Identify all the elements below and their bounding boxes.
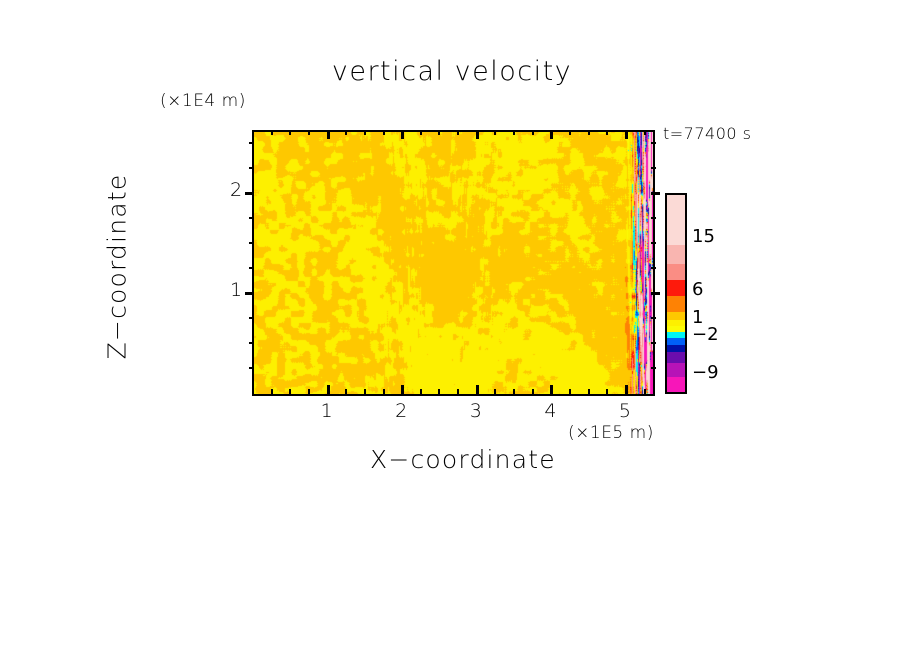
axis-tick — [457, 130, 459, 135]
axis-tick — [494, 389, 496, 394]
axis-tick — [606, 389, 608, 394]
axis-tick — [651, 267, 656, 269]
axis-tick — [494, 130, 496, 135]
colorbar-tick-label: 15 — [692, 226, 715, 247]
colorbar-band — [667, 352, 685, 363]
axis-tick — [364, 130, 366, 135]
axis-tick — [271, 130, 273, 135]
page-title: vertical velocity — [331, 56, 573, 87]
axis-tick — [438, 389, 440, 394]
colorbar-band — [667, 320, 685, 326]
axis-tick — [606, 130, 608, 135]
axis-tick — [644, 389, 646, 394]
axis-tick — [550, 130, 553, 139]
axis-tick — [271, 389, 273, 394]
axis-tick — [249, 142, 254, 144]
axis-tick — [651, 317, 656, 319]
plot-area — [252, 130, 655, 396]
axis-tick — [625, 385, 628, 394]
axis-tick — [249, 267, 254, 269]
axis-tick — [644, 130, 646, 135]
colorbar-tick-label: 1 — [692, 307, 704, 328]
axis-tick — [420, 130, 422, 135]
axis-tick — [513, 389, 515, 394]
axis-tick — [569, 130, 571, 135]
axis-tick — [249, 342, 254, 344]
colorbar-band — [667, 326, 685, 332]
axis-tick — [245, 192, 254, 195]
colorbar-band — [667, 280, 685, 296]
colorbar-band — [667, 195, 685, 245]
axis-tick — [249, 242, 254, 244]
colorbar-band — [667, 345, 685, 352]
axis-tick — [651, 292, 660, 295]
x-axis-tick-label: 2 — [395, 400, 408, 422]
vertical-velocity-heatmap — [254, 132, 653, 394]
x-axis-tick-label: 1 — [320, 400, 333, 422]
axis-tick — [289, 130, 291, 135]
axis-tick — [651, 142, 656, 144]
axis-tick — [289, 389, 291, 394]
axis-tick — [249, 167, 254, 169]
axis-tick — [383, 389, 385, 394]
colorbar-tick-label: 6 — [692, 279, 704, 300]
axis-tick — [308, 389, 310, 394]
axis-tick — [249, 217, 254, 219]
timestamp-annotation: t=77400 s — [663, 124, 752, 143]
axis-tick — [651, 367, 656, 369]
axis-tick — [245, 292, 254, 295]
y-axis-title: Z−coordinate — [102, 173, 132, 360]
colorbar-band — [667, 363, 685, 377]
x-axis-tick-label: 4 — [544, 400, 557, 422]
axis-tick — [327, 385, 330, 394]
x-axis-unit-label: (×1E5 m) — [568, 423, 654, 443]
axis-tick — [588, 130, 590, 135]
x-axis-tick-label: 3 — [469, 400, 482, 422]
axis-tick — [249, 367, 254, 369]
axis-tick — [383, 130, 385, 135]
axis-tick — [651, 217, 656, 219]
axis-tick — [476, 130, 479, 139]
axis-tick — [532, 130, 534, 135]
axis-tick — [345, 389, 347, 394]
x-axis-tick-label: 5 — [618, 400, 631, 422]
axis-tick — [308, 130, 310, 135]
colorbar-band — [667, 264, 685, 280]
axis-tick — [345, 130, 347, 135]
axis-tick — [569, 389, 571, 394]
colorbar-band — [667, 296, 685, 312]
colorbar-band — [667, 338, 685, 345]
y-axis-tick-label: 1 — [230, 279, 243, 301]
axis-tick — [651, 242, 656, 244]
axis-tick — [401, 130, 404, 139]
colorbar-band — [667, 312, 685, 320]
axis-tick — [625, 130, 628, 139]
colorbar — [665, 193, 687, 394]
axis-tick — [513, 130, 515, 135]
axis-tick — [327, 130, 330, 139]
colorbar-band — [667, 245, 685, 264]
axis-tick — [550, 385, 553, 394]
axis-tick — [532, 389, 534, 394]
axis-tick — [476, 385, 479, 394]
y-axis-unit-label: (×1E4 m) — [160, 91, 246, 111]
axis-tick — [364, 389, 366, 394]
axis-tick — [401, 385, 404, 394]
colorbar-tick-label: −9 — [692, 362, 719, 383]
y-axis-tick-label: 2 — [230, 179, 243, 201]
colorbar-band — [667, 332, 685, 338]
colorbar-tick-label: −2 — [692, 324, 719, 345]
axis-tick — [249, 317, 254, 319]
axis-tick — [420, 389, 422, 394]
colorbar-band — [667, 377, 685, 392]
axis-tick — [457, 389, 459, 394]
x-axis-title: X−coordinate — [370, 445, 556, 474]
axis-tick — [588, 389, 590, 394]
axis-tick — [651, 192, 660, 195]
axis-tick — [651, 167, 656, 169]
axis-tick — [438, 130, 440, 135]
axis-tick — [651, 342, 656, 344]
